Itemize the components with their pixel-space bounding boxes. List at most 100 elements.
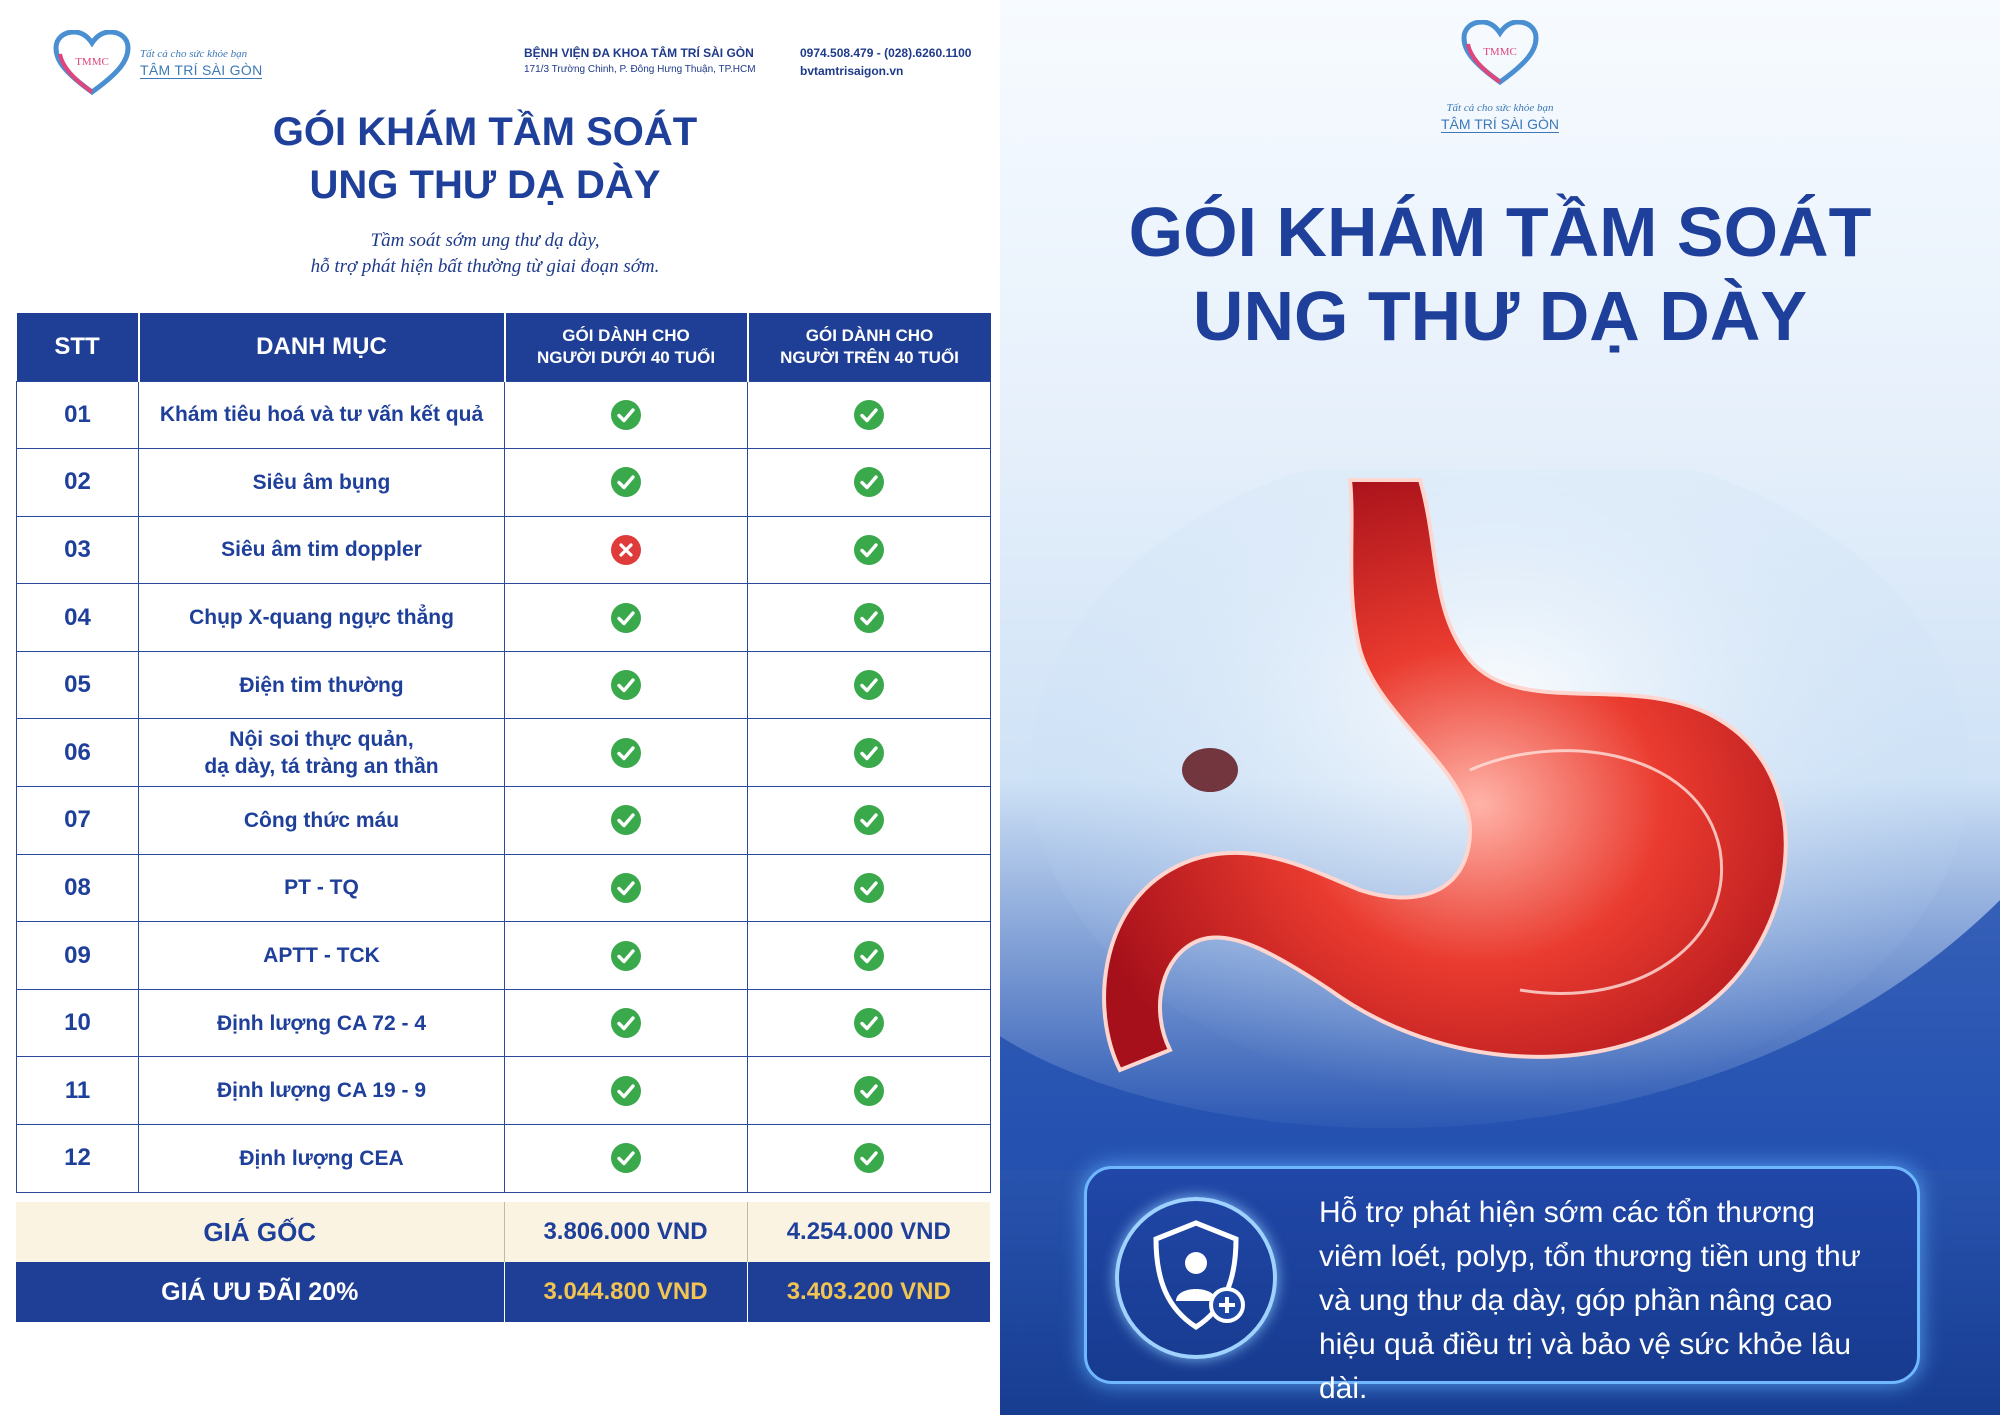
shield-patient-icon [1115,1197,1277,1359]
service-name-line: dạ dày, tá tràng an thần [204,754,439,778]
header-over40-line1: GÓI DÀNH CHO [805,325,934,345]
hospital-info: BỆNH VIỆN ĐA KHOA TÂM TRÍ SÀI GÒN 171/3 … [524,46,756,75]
info-line: Hỗ trợ phát hiện sớm các tổn thương [1319,1196,1815,1229]
discount-price-over40: 3.403.200 VND [747,1262,990,1322]
over40-included [747,853,991,923]
header-over40-line2: NGƯỜI TRÊN 40 TUỔI [780,347,959,367]
check-icon [854,737,884,768]
under40-included [504,448,748,517]
original-price-label: GIÁ GỐC [16,1202,505,1262]
original-price-over40: 4.254.000 VND [747,1202,990,1262]
original-price-under40: 3.806.000 VND [504,1202,748,1262]
check-icon [854,805,884,836]
service-name-line: APTT - TCK [263,944,380,968]
under40-included [504,515,748,585]
under40-included [504,988,748,1058]
under40-included [504,786,748,855]
discount-price-row: GIÁ ƯU ĐÃI 20% 3.044.800 VND 3.403.200 V… [16,1262,990,1322]
hospital-website: bvtamtrisaigon.vn [800,64,904,78]
header-under40: GÓI DÀNH CHO NGƯỜI DƯỚI 40 TUỔI [504,313,749,381]
service-name-line: Siêu âm bụng [252,470,391,494]
info-line: viêm loét, polyp, tổn thương tiền ung th… [1319,1240,1861,1273]
under40-included [504,1124,748,1193]
over40-included [747,583,991,652]
check-icon [611,872,641,903]
header-stt: STT [16,313,140,381]
over40-included [747,1124,991,1193]
over40-included [747,786,991,855]
check-icon [611,1075,641,1106]
over40-included [747,718,991,788]
over40-included [747,380,991,450]
over40-included [747,448,991,517]
check-icon [854,534,884,565]
check-icon [854,1143,884,1174]
under40-included [504,1056,748,1126]
header-under40-line2: NGƯỜI DƯỚI 40 TUỔI [536,347,716,367]
header-over40: GÓI DÀNH CHO NGƯỜI TRÊN 40 TUỔI [747,313,991,381]
check-icon [611,1008,641,1039]
info-line: và ung thư dạ dày, góp phần nâng cao [1319,1284,1833,1317]
heart-logo-icon: TMMC [1461,20,1539,86]
service-name: Công thức máu [138,786,505,855]
service-name: Siêu âm tim doppler [138,515,505,585]
stomach-illustration [1000,470,2000,1170]
page-title: GÓI KHÁM TẦM SOÁT [272,110,698,154]
row-number: 03 [16,515,139,585]
check-icon [611,670,641,701]
over40-included [747,988,991,1058]
over40-included [747,650,991,720]
service-name-line: Điện tim thường [239,673,404,697]
table-row: 09 APTT - TCK [16,921,991,990]
service-name-line: Định lượng CA 72 - 4 [216,1011,427,1035]
discount-price-label: GIÁ ƯU ĐÃI 20% [16,1262,505,1322]
original-price-row: GIÁ GỐC 3.806.000 VND 4.254.000 VND [16,1202,990,1262]
cover-title-line2: UNG THƯ DẠ DÀY [1192,277,1808,355]
page-subtitle: Tầm soát sớm ung thư dạ dày, [370,230,600,251]
row-number: 01 [16,380,139,450]
service-name-line: Công thức máu [243,808,400,832]
row-number: 10 [16,988,139,1058]
row-number: 07 [16,786,139,855]
check-icon [854,602,884,633]
check-icon [854,467,884,498]
service-name: Siêu âm bụng [138,448,505,517]
row-number: 04 [16,583,139,652]
hospital-name: BỆNH VIỆN ĐA KHOA TÂM TRÍ SÀI GÒN [524,46,754,60]
brand-logo: TMMC Tất cả cho sức khỏe bạn TÂM TRÍ SÀI… [52,30,263,96]
row-number: 06 [16,718,139,788]
check-icon [611,399,641,430]
service-name-line: Chụp X-quang ngực thẳng [189,606,454,630]
under40-included [504,380,748,450]
over40-included [747,515,991,585]
table-row: 10 Định lượng CA 72 - 4 [16,988,991,1058]
cover-brand-logo: TMMC Tất cả cho sức khỏe bạn TÂM TRÍ SÀI… [1000,20,2000,133]
under40-included [504,583,748,652]
check-icon [611,737,641,768]
svg-text:TMMC: TMMC [75,56,109,68]
cross-icon [611,534,641,565]
table-row: 05 Điện tim thường [16,650,991,720]
cover-page: TMMC Tất cả cho sức khỏe bạn TÂM TRÍ SÀI… [1000,0,2000,1415]
price-table-page: TMMC Tất cả cho sức khỏe bạn TÂM TRÍ SÀI… [16,30,991,1322]
service-name: PT - TQ [138,853,505,923]
check-icon [611,602,641,633]
check-icon [611,805,641,836]
price-table: GIÁ GỐC 3.806.000 VND 4.254.000 VND GIÁ … [16,1202,990,1322]
row-number: 12 [16,1124,139,1193]
row-number: 11 [16,1056,139,1126]
service-name: Điện tim thường [138,650,505,720]
table-row: 01 Khám tiêu hoá và tư vấn kết quả [16,380,991,450]
page-title-line2: UNG THƯ DẠ DÀY [309,163,661,207]
discount-price-under40: 3.044.800 VND [504,1262,748,1322]
info-text: Hỗ trợ phát hiện sớm các tổn thương viêm… [1319,1191,1899,1411]
table-row: 02 Siêu âm bụng [16,448,991,517]
check-icon [854,1075,884,1106]
table-row: 12 Định lượng CEA [16,1124,991,1193]
table-row: 04 Chụp X-quang ngực thẳng [16,583,991,652]
page-subtitle-line2: hỗ trợ phát hiện bất thường từ giai đoạn… [310,256,660,277]
svg-text:TMMC: TMMC [1483,46,1517,58]
cover-title: GÓI KHÁM TẦM SOÁT [1128,193,1872,271]
service-name-line: PT - TQ [284,876,359,900]
check-icon [854,872,884,903]
